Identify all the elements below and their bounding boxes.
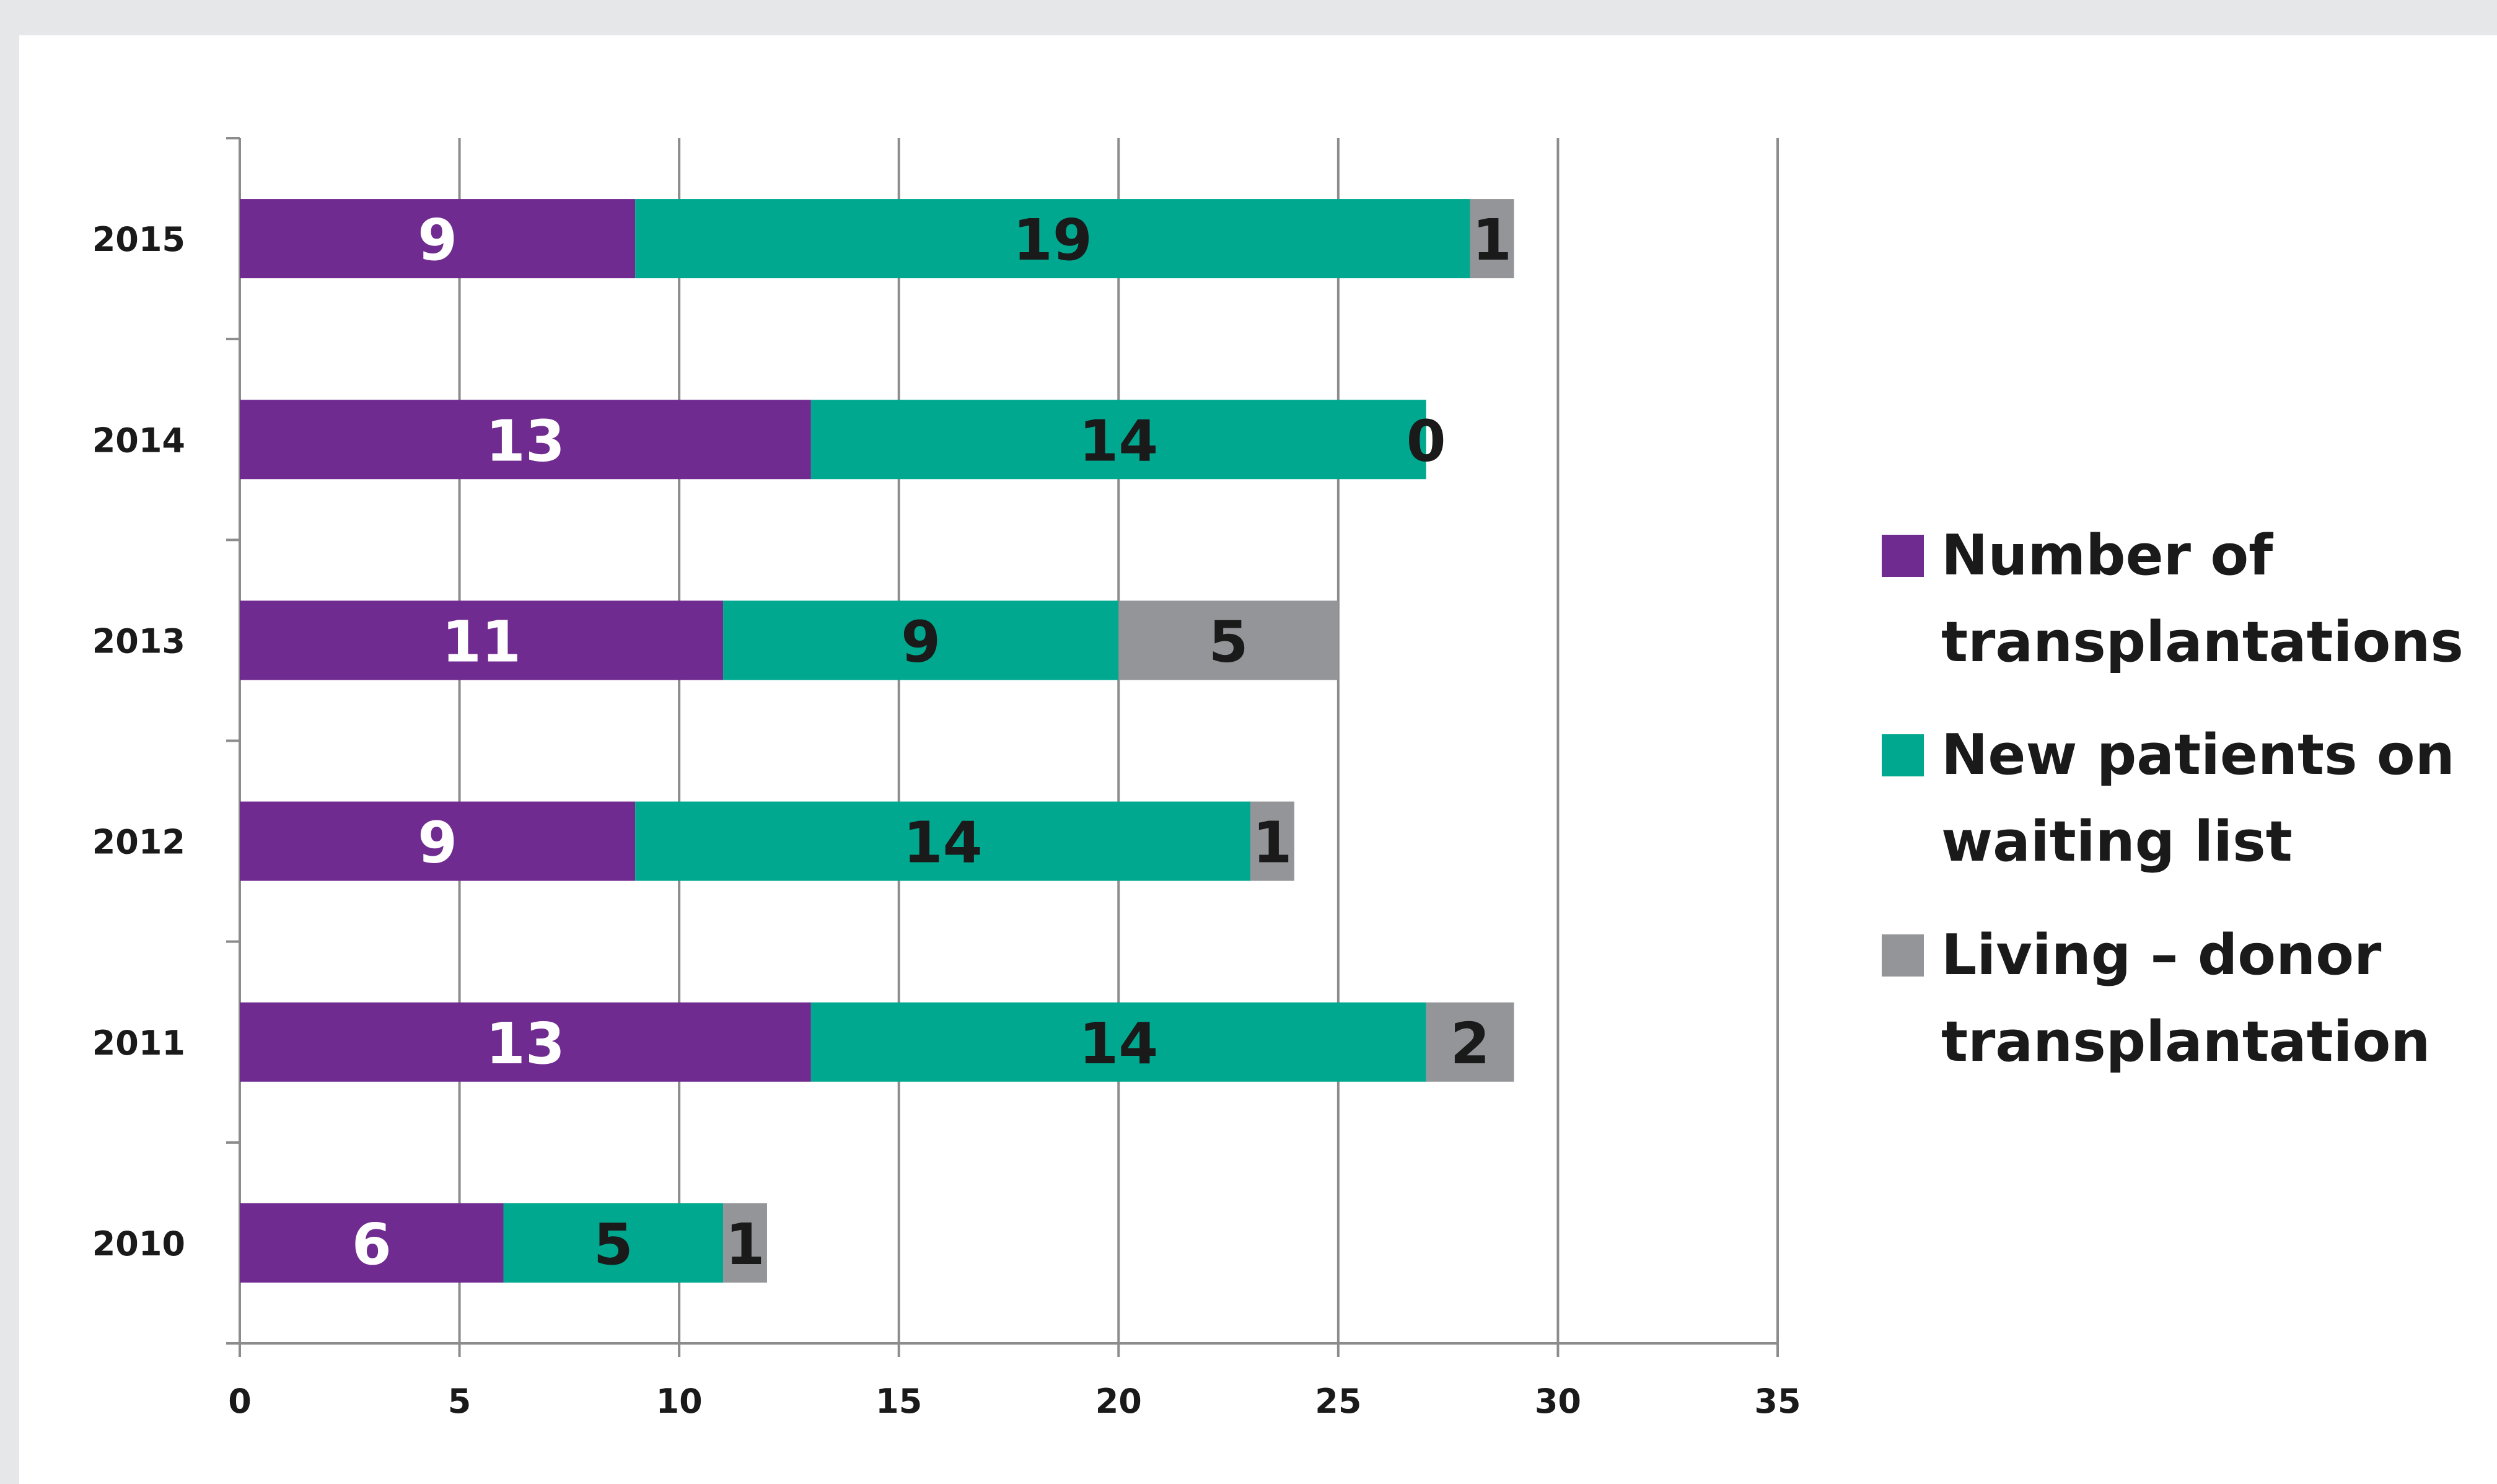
legend-label: New patients on — [1941, 722, 2455, 788]
data-label: 5 — [1209, 608, 1248, 675]
data-label: 0 — [1406, 408, 1446, 474]
legend-label: waiting list — [1941, 809, 2293, 874]
gridlines — [458, 138, 1779, 1343]
x-tick-label: 10 — [656, 1382, 703, 1421]
x-tick-label: 5 — [448, 1382, 472, 1421]
bar-segment — [810, 400, 1426, 480]
bar-segment — [240, 1203, 504, 1283]
bar-segment — [635, 801, 1251, 881]
data-label: 6 — [352, 1211, 392, 1278]
y-tick-label: 2011 — [92, 1024, 185, 1063]
data-label: 14 — [1079, 1011, 1158, 1077]
bar-segment — [723, 1203, 767, 1283]
data-label: 2 — [1450, 1011, 1490, 1077]
y-tick-label: 2010 — [92, 1224, 185, 1263]
y-tick-label: 2012 — [92, 823, 185, 862]
data-label: 19 — [1013, 207, 1092, 273]
bar-segment — [1118, 600, 1338, 680]
data-label: 11 — [442, 608, 521, 675]
legend-swatch — [1882, 535, 1924, 577]
data-label: 1 — [1472, 207, 1512, 273]
data-label: 9 — [901, 608, 941, 675]
chart-panel: 0 5 10 15 20 25 30 35 2015 2014 2013 2012 2011 2010 9… — [19, 35, 2497, 1484]
bar-segment — [1250, 801, 1294, 881]
data-label: 13 — [486, 1011, 565, 1077]
legend-swatch — [1882, 934, 1924, 977]
bar-segment — [503, 1203, 724, 1283]
data-label: 9 — [418, 207, 457, 273]
x-tick-label: 15 — [875, 1382, 922, 1421]
legend-label: Number of — [1941, 523, 2273, 588]
data-label: 13 — [486, 408, 565, 474]
bar-labels: 9 19 1 13 14 0 11 9 5 9 14 1 13 14 2 6 5 1 — [352, 207, 1512, 1278]
bar-segment — [240, 199, 636, 279]
bars — [240, 199, 1514, 1283]
bar-segment — [240, 400, 811, 480]
data-label: 5 — [594, 1211, 633, 1278]
legend-label: Living – donor — [1941, 923, 2382, 988]
bar-segment — [240, 1002, 811, 1082]
bar-segment — [1426, 1002, 1514, 1082]
legend-swatch — [1882, 734, 1924, 776]
data-label: 1 — [1252, 810, 1292, 876]
x-tick-label: 30 — [1535, 1382, 1581, 1421]
x-tick-label: 25 — [1315, 1382, 1361, 1421]
bar-segment — [240, 600, 724, 680]
x-tick-label: 20 — [1095, 1382, 1142, 1421]
legend-label: transplantations — [1941, 610, 2464, 675]
x-tick-label: 0 — [228, 1382, 252, 1421]
bar-segment — [240, 801, 636, 881]
x-tick-label: 35 — [1754, 1382, 1801, 1421]
y-tick-label: 2014 — [92, 421, 185, 460]
data-label: 9 — [418, 810, 457, 876]
legend-label: transplantation — [1941, 1009, 2430, 1074]
data-label: 1 — [726, 1211, 765, 1278]
bar-segment — [1470, 199, 1514, 279]
bar-segment — [635, 199, 1470, 279]
data-label: 14 — [1079, 408, 1158, 474]
bar-segment — [810, 1002, 1426, 1082]
bar-segment — [723, 600, 1119, 680]
legend: Number of transplantations New patients on… — [1882, 523, 2464, 1074]
y-tick-label: 2013 — [92, 621, 185, 661]
data-label: 14 — [903, 810, 983, 876]
y-tick-label: 2015 — [92, 220, 185, 259]
